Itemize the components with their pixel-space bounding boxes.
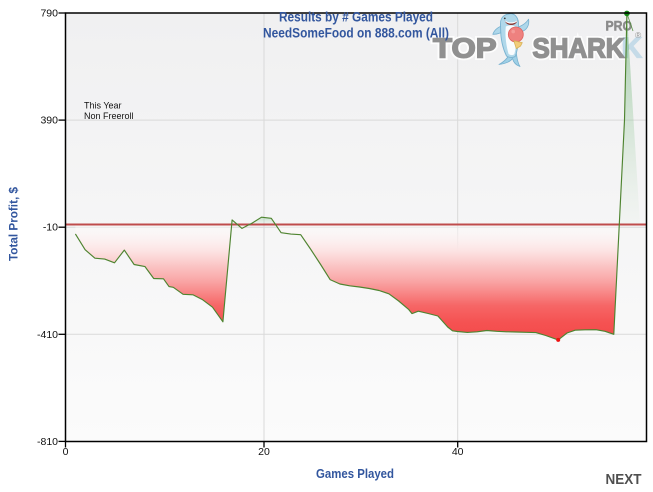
svg-text:-10: -10	[43, 222, 58, 234]
svg-text:790: 790	[40, 8, 58, 20]
svg-text:SHARK: SHARK	[533, 33, 625, 64]
svg-text:390: 390	[40, 115, 58, 127]
svg-text:Results by # Games Played: Results by # Games Played	[279, 10, 433, 25]
svg-text:0: 0	[63, 446, 69, 458]
svg-text:SHARK: SHARK	[533, 33, 625, 64]
svg-text:Games Played: Games Played	[316, 467, 394, 481]
svg-text:TOP: TOP	[433, 33, 497, 64]
svg-text:Total Profit, $: Total Profit, $	[7, 187, 21, 261]
svg-text:This Year: This Year	[84, 101, 122, 111]
svg-text:20: 20	[258, 446, 270, 458]
svg-text:TOP: TOP	[433, 33, 497, 64]
svg-text:PRO: PRO	[606, 19, 633, 34]
svg-text:®: ®	[635, 30, 642, 40]
svg-text:NeedSomeFood on 888.com (All): NeedSomeFood on 888.com (All)	[263, 26, 449, 41]
svg-text:NEXT: NEXT	[606, 471, 642, 488]
svg-text:-810: -810	[37, 436, 58, 448]
svg-text:Non Freeroll: Non Freeroll	[84, 111, 134, 121]
svg-text:40: 40	[452, 446, 464, 458]
svg-text:-410: -410	[37, 329, 58, 341]
